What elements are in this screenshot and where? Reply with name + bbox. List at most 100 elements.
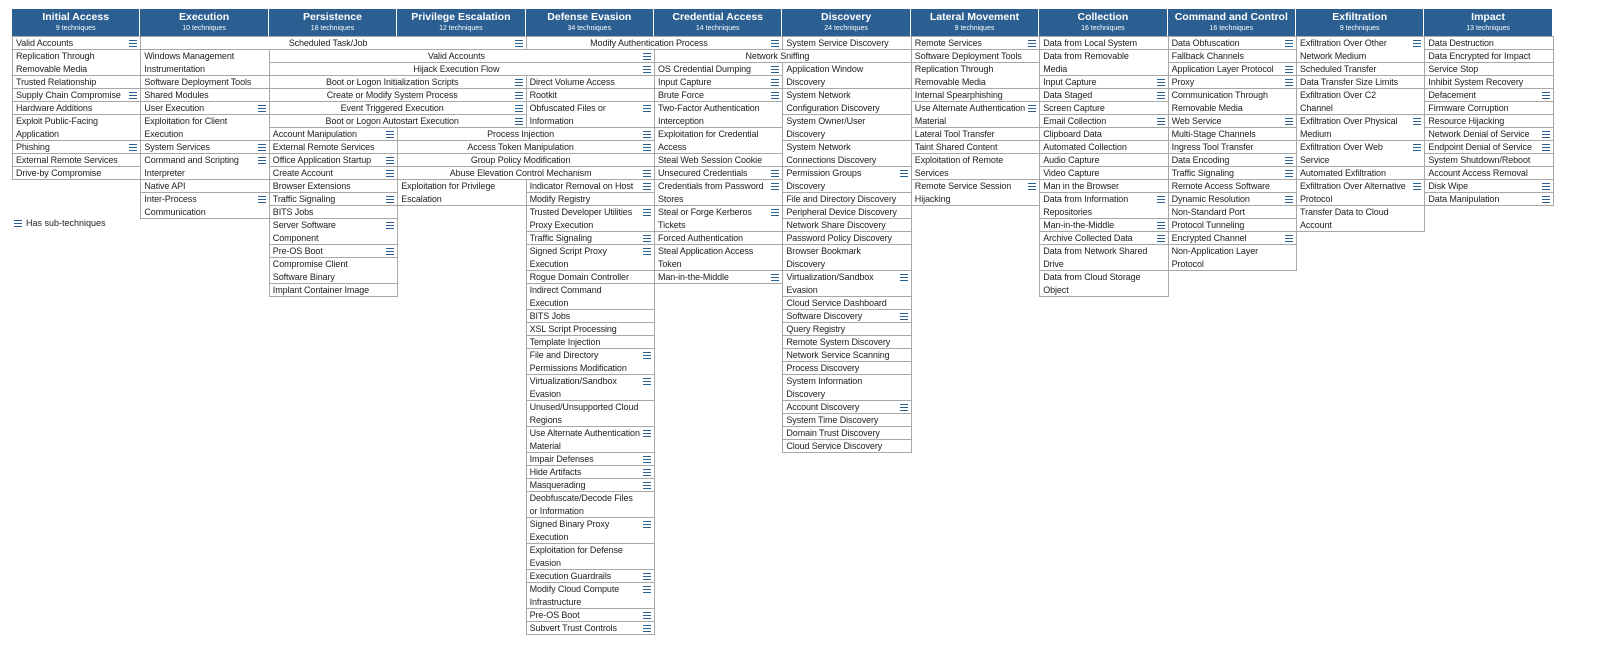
tactic-name: Impact: [1471, 11, 1505, 23]
technique-name: Account Discovery: [786, 402, 860, 412]
technique-name: System Network Configuration Discovery: [786, 90, 880, 113]
technique: Protocol Tunneling: [1167, 218, 1297, 232]
sub-technique-icon: [257, 157, 266, 164]
technique: Data Destruction: [1424, 36, 1554, 50]
technique: External Remote Services: [268, 140, 399, 154]
technique-count: 24 techniques: [824, 25, 868, 32]
sub-technique-icon: [642, 66, 651, 73]
technique: Office Application Startup: [268, 153, 399, 167]
technique: Inter-Process Communication: [140, 192, 270, 219]
technique: Impair Defenses: [525, 452, 655, 466]
technique-name: Exploitation of Remote Services: [914, 155, 1004, 178]
technique-name: Remote System Discovery: [786, 337, 891, 347]
sub-technique-icon: [899, 404, 908, 411]
technique: Windows Management Instrumentation: [140, 49, 270, 76]
technique-name: External Remote Services: [16, 155, 118, 165]
technique: Automated Collection: [1039, 140, 1169, 154]
technique: Screen Capture: [1039, 101, 1169, 115]
technique: Exfiltration Over C2 Channel: [1296, 88, 1426, 115]
technique: Network Service Scanning: [782, 348, 912, 362]
technique: Service Stop: [1424, 62, 1554, 76]
technique: Account Manipulation: [268, 127, 399, 141]
technique-name: Proxy: [1171, 77, 1195, 87]
technique: Exfiltration Over Physical Medium: [1296, 114, 1426, 141]
sub-technique-icon: [1284, 118, 1293, 125]
technique: Fallback Channels: [1167, 49, 1297, 63]
technique: Defacement: [1424, 88, 1554, 102]
technique-name: Modify Cloud Compute Infrastructure: [529, 584, 620, 607]
sub-technique-icon: [642, 482, 651, 489]
technique-name: Modify Authentication Process: [590, 38, 708, 48]
technique: Data from Local System: [1039, 36, 1169, 50]
technique-name: Credentials from Password Stores: [658, 181, 764, 204]
technique-name: Screen Capture: [1043, 103, 1105, 113]
sub-technique-icon: [1284, 66, 1293, 73]
sub-technique-icon: [771, 183, 780, 190]
technique-name: Template Injection: [529, 337, 601, 347]
technique: Browser Bookmark Discovery: [782, 244, 912, 271]
technique: Application Layer Protocol: [1167, 62, 1297, 76]
technique: User Execution: [140, 101, 270, 115]
technique-name: Archive Collected Data: [1043, 233, 1133, 243]
technique-name: Office Application Startup: [272, 155, 372, 165]
tactic-header: Persistence 18 techniques: [268, 9, 398, 36]
tactic-name: Defense Evasion: [547, 11, 632, 23]
technique-name: File and Directory Discovery: [786, 194, 897, 204]
technique: Use Alternate Authentication Material: [525, 426, 655, 453]
technique-name: Automated Collection: [1043, 142, 1127, 152]
technique: Audio Capture: [1039, 153, 1169, 167]
technique: Exploitation for Credential Access: [654, 127, 784, 154]
technique: Replication Through Removable Media: [910, 62, 1041, 89]
technique: Non-Application Layer Protocol: [1167, 244, 1297, 271]
technique: Drive-by Compromise: [12, 166, 142, 180]
technique-name: Input Capture: [658, 77, 712, 87]
sub-technique-icon: [1028, 40, 1037, 47]
technique-name: Supply Chain Compromise: [16, 90, 121, 100]
technique-name: Audio Capture: [1043, 155, 1100, 165]
technique-name: Web Service: [1171, 116, 1222, 126]
sub-technique-icon: [1028, 183, 1037, 190]
shared-technique: Abuse Elevation Control Mechanism: [397, 166, 655, 180]
sub-technique-icon: [1156, 196, 1165, 203]
technique: Man-in-the-Middle: [654, 270, 784, 284]
sub-technique-icon: [642, 209, 651, 216]
legend: Has sub-techniques: [14, 217, 106, 230]
technique-name: Firmware Corruption: [1428, 103, 1509, 113]
sub-technique-icon: [1541, 144, 1550, 151]
technique-name: Signed Script Proxy Execution: [529, 246, 607, 269]
technique-name: System Services: [144, 142, 210, 152]
technique: Valid Accounts: [12, 36, 142, 50]
technique: Automated Exfiltration: [1296, 166, 1426, 180]
technique: Exploitation for Privilege Escalation: [397, 179, 527, 206]
sub-technique-icon: [514, 40, 523, 47]
technique-name: Data Staged: [1043, 90, 1093, 100]
sub-technique-icon: [1284, 157, 1293, 164]
technique-count: 16 techniques: [1209, 25, 1254, 32]
technique-name: Scheduled Task/Job: [288, 38, 368, 48]
technique: Data from Removable Media: [1039, 49, 1169, 76]
technique-name: Data from Cloud Storage Object: [1043, 272, 1141, 295]
technique-name: Network Service Scanning: [786, 350, 890, 360]
sub-technique-icon: [771, 92, 780, 99]
technique-name: Permission Groups Discovery: [786, 168, 862, 191]
technique: System Information Discovery: [782, 374, 912, 401]
sub-technique-icon: [1413, 183, 1422, 190]
technique-name: System Time Discovery: [786, 415, 879, 425]
tactic-header: Defense Evasion 34 techniques: [525, 9, 654, 36]
technique: Cloud Service Discovery: [782, 439, 912, 453]
technique: Pre-OS Boot: [525, 608, 655, 622]
technique: Remote System Discovery: [782, 335, 912, 349]
technique-name: Hijack Execution Flow: [413, 64, 500, 74]
technique: Endpoint Denial of Service: [1424, 140, 1554, 154]
technique-name: Steal or Forge Kerberos Tickets: [658, 207, 752, 230]
technique: Account Discovery: [782, 400, 912, 414]
sub-technique-icon: [1156, 79, 1165, 86]
technique: Firmware Corruption: [1424, 101, 1554, 115]
technique: Traffic Signaling: [525, 231, 655, 245]
technique-name: Implant Container Image: [272, 285, 370, 295]
sub-technique-icon: [1156, 235, 1165, 242]
technique: Native API: [140, 179, 270, 193]
sub-technique-icon: [1284, 196, 1293, 203]
sub-technique-icon: [386, 196, 395, 203]
